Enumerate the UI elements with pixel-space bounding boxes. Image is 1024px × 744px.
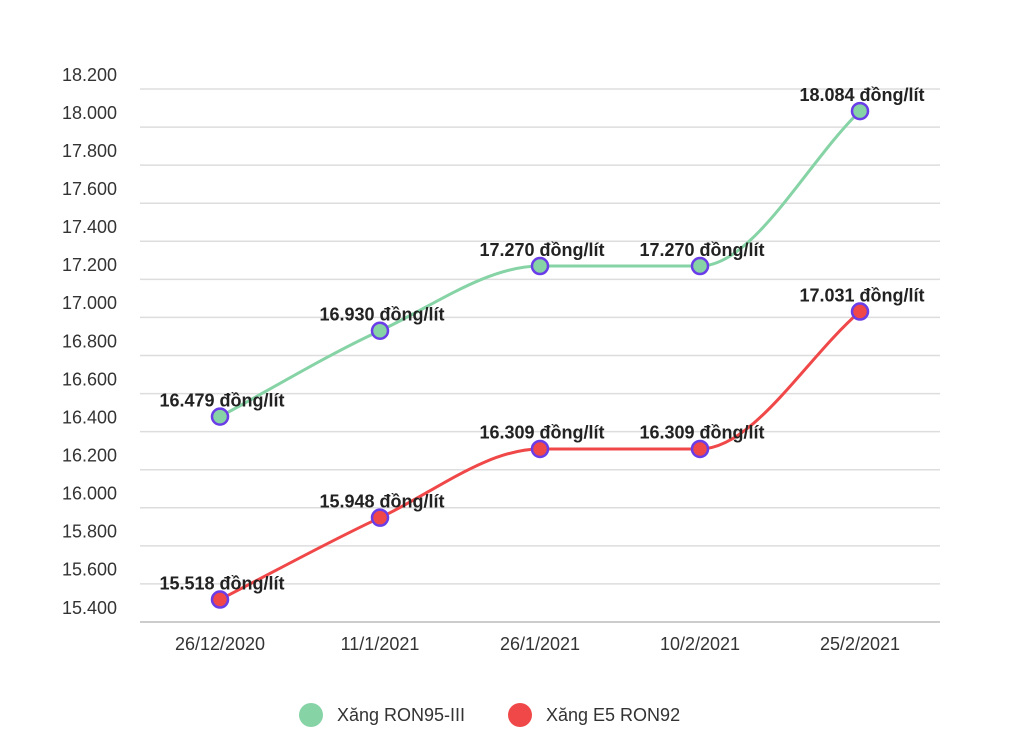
- x-tick-label: 11/1/2021: [341, 634, 420, 654]
- point: [530, 439, 550, 459]
- y-tick-label: 15.600: [62, 560, 117, 580]
- legend-label: Xăng E5 RON92: [546, 705, 680, 725]
- y-tick-label: 15.400: [62, 598, 117, 618]
- value-label: 16.309 đồng/lít: [639, 423, 764, 443]
- y-tick-label: 18.000: [62, 103, 117, 123]
- y-tick-label: 15.800: [62, 522, 117, 542]
- legend-label: Xăng RON95-III: [337, 705, 465, 725]
- y-tick-label: 17.800: [62, 141, 117, 161]
- y-tick-label: 16.000: [62, 484, 117, 504]
- value-label: 16.479 đồng/lít: [159, 390, 284, 410]
- point: [690, 256, 710, 276]
- y-tick-label: 16.400: [62, 407, 117, 427]
- point: [690, 439, 710, 459]
- point: [850, 302, 870, 321]
- y-tick-label: 17.600: [62, 179, 117, 199]
- point: [850, 101, 870, 121]
- point: [530, 256, 550, 276]
- y-tick-label: 17.400: [62, 217, 117, 237]
- value-label: 15.948 đồng/lít: [319, 491, 444, 511]
- value-label: 17.270 đồng/lít: [479, 240, 604, 260]
- x-tick-label: 26/1/2021: [500, 634, 580, 654]
- y-tick-label: 17.200: [62, 255, 117, 275]
- value-label: 16.930 đồng/lít: [319, 305, 444, 325]
- value-label: 18.084 đồng/lít: [799, 85, 924, 105]
- value-label: 17.270 đồng/lít: [639, 240, 764, 260]
- point: [210, 590, 230, 609]
- y-tick-label: 18.200: [62, 65, 117, 85]
- value-label: 16.309 đồng/lít: [479, 423, 604, 443]
- x-tick-label: 25/2/2021: [820, 634, 900, 654]
- x-tick-label: 10/2/2021: [660, 634, 740, 654]
- point: [370, 508, 390, 527]
- y-tick-label: 16.600: [62, 369, 117, 389]
- point: [370, 321, 390, 341]
- legend-marker: [299, 703, 323, 727]
- value-label: 17.031 đồng/lít: [799, 285, 924, 305]
- y-tick-label: 16.800: [62, 331, 117, 351]
- point: [210, 407, 230, 426]
- x-tick-label: 26/12/2020: [175, 634, 265, 654]
- legend-marker: [508, 703, 532, 727]
- value-label: 15.518 đồng/lít: [159, 573, 284, 593]
- y-tick-label: 16.200: [62, 445, 117, 465]
- y-tick-label: 17.000: [62, 293, 117, 313]
